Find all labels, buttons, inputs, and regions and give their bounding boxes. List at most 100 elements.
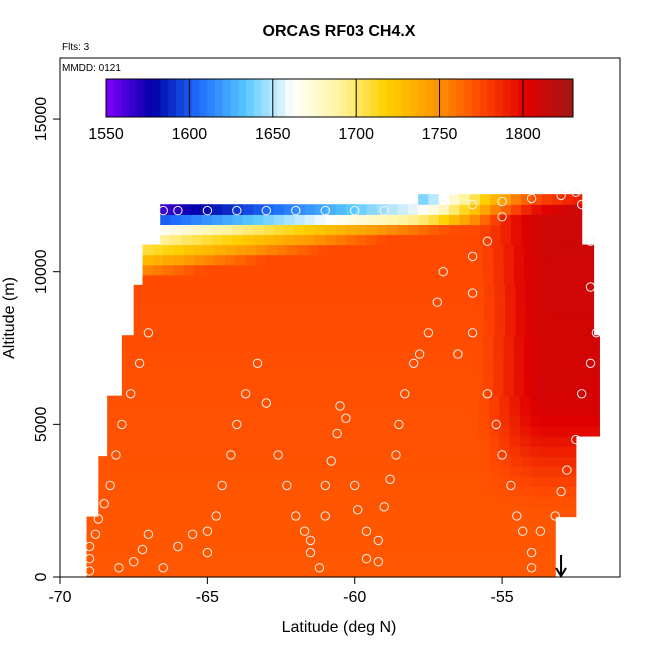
heatmap-cell [230,415,242,427]
heatmap-cell [226,294,238,306]
heatmap-cell [286,365,298,377]
heatmap-cell [571,435,577,447]
heatmap-cell [278,294,290,306]
heatmap-cell [375,566,387,578]
heatmap-cell [138,435,150,447]
heatmap-cell [561,415,572,427]
heatmap-cell [416,435,428,447]
heatmap-cell [457,536,469,548]
flight-track-point [252,358,263,368]
heatmap-cell [261,566,273,578]
heatmap-cell [387,234,399,246]
heatmap-cell [478,405,490,417]
heatmap-cell [139,456,151,467]
heatmap-cell [344,546,356,558]
heatmap-cell [309,294,320,306]
heatmap-cell [519,405,531,417]
heatmap-cell [480,496,491,508]
heatmap-cell [169,526,180,538]
heatmap-cell [426,395,438,407]
heatmap-cell [385,405,397,417]
heatmap-cell [230,566,242,578]
heatmap-cell [550,395,562,407]
heatmap-cell [297,254,309,266]
heatmap-cell [385,446,397,457]
heatmap-cell [222,486,234,497]
heatmap-cell [338,264,350,276]
heatmap-cell [195,325,207,336]
heatmap-cell [418,486,430,497]
heatmap-cell [376,466,388,477]
heatmap-cell [242,234,254,246]
heatmap-cell [356,496,368,508]
heatmap-cell [235,375,247,387]
heatmap-cell [513,274,525,286]
colorbar: 1550 1600 1650 1700 1750 1800 [88,78,574,143]
heatmap-cell [387,476,399,487]
heatmap-cell [241,556,253,568]
heatmap-cell [443,325,455,336]
heatmap-cell [509,556,521,568]
heatmap-cell [387,486,399,497]
heatmap-cell [592,395,600,407]
heatmap-cell [379,375,391,387]
heatmap-cell [200,516,211,528]
flight-track-point [497,196,507,207]
heatmap-cell [385,435,397,447]
colorbar-segment [409,79,418,117]
heatmap-cell [452,365,463,377]
heatmap-cell [210,405,222,417]
heatmap-cell [366,466,378,477]
heatmap-cell [531,486,543,497]
heatmap-cell [230,536,242,548]
heatmap-cell [121,375,133,387]
y-tick-label: 10000 [33,249,50,294]
heatmap-cell [294,496,306,508]
heatmap-cell [170,456,182,467]
heatmap-cell [201,506,213,518]
heatmap-cell [555,355,567,367]
heatmap-cell [449,456,460,467]
colorbar-segment [355,79,364,117]
flight-track-point [526,563,537,573]
heatmap-cell [158,516,170,528]
heatmap-cell [292,395,304,407]
heatmap-cell [510,214,522,225]
heatmap-cell [550,446,562,457]
heatmap-cell [396,566,407,578]
heatmap-cell [469,234,481,246]
heatmap-cell [129,486,141,497]
x-tick-label: -55 [491,589,514,606]
heatmap-cell [530,425,542,437]
heatmap-cell [216,304,228,316]
heatmap-cell [235,264,247,276]
heatmap-cell [375,425,387,437]
heatmap-cell [163,254,175,266]
heatmap-cell [211,234,223,246]
heatmap-cell [366,456,378,467]
heatmap-cell [541,496,553,508]
heatmap-cell [297,385,309,397]
heatmap-cell [499,536,511,548]
heatmap-cell [577,294,589,306]
heatmap-cell [562,204,574,215]
flight-track-point [320,480,330,491]
heatmap-cell [247,294,259,306]
heatmap-cell [519,526,531,538]
heatmap-cell [499,395,511,407]
heatmap-cell [452,385,463,397]
heatmap-cell [432,315,444,326]
heatmap-cell [226,325,238,336]
heatmap-cell [345,234,357,246]
heatmap-cell [216,284,228,296]
heatmap-cell [421,355,432,367]
heatmap-cell [452,375,463,387]
y-tick-label: 5000 [33,406,50,442]
heatmap-cell [201,224,213,236]
heatmap-cell [360,325,372,336]
heatmap-cell [519,415,531,427]
heatmap-cell [428,204,440,215]
heatmap-cell [457,446,469,457]
heatmap-cell [236,325,248,336]
heatmap-cell [515,284,527,296]
